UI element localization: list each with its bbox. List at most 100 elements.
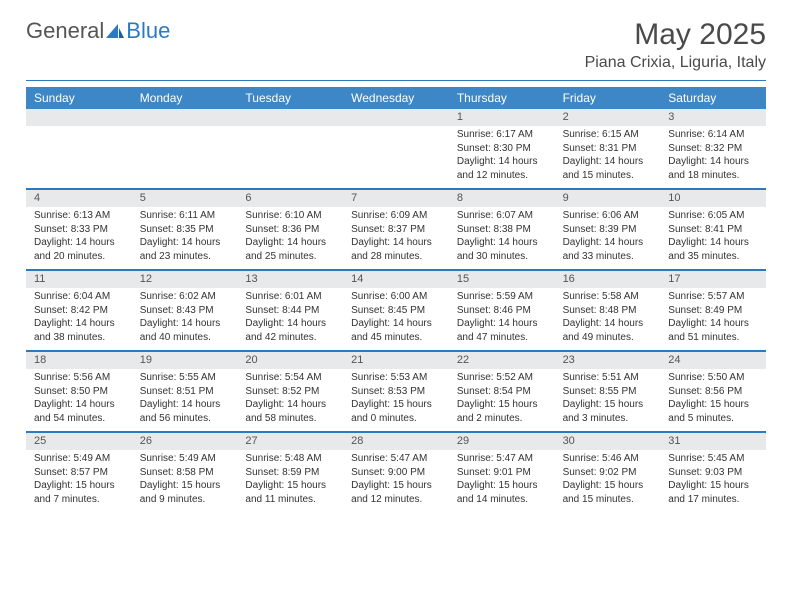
sunset-text: Sunset: 9:00 PM	[351, 466, 441, 480]
day-number-row: 18192021222324	[26, 351, 766, 369]
day-cell: Sunrise: 6:05 AMSunset: 8:41 PMDaylight:…	[660, 207, 766, 269]
sunrise-text: Sunrise: 5:54 AM	[245, 371, 335, 385]
week-row: Sunrise: 6:17 AMSunset: 8:30 PMDaylight:…	[26, 126, 766, 189]
sunrise-text: Sunrise: 6:02 AM	[140, 290, 230, 304]
daylight-text: Daylight: 15 hours and 15 minutes.	[563, 479, 653, 506]
day-cell: Sunrise: 5:45 AMSunset: 9:03 PMDaylight:…	[660, 450, 766, 512]
sunrise-text: Sunrise: 5:52 AM	[457, 371, 547, 385]
sunrise-text: Sunrise: 5:50 AM	[668, 371, 758, 385]
daylight-text: Daylight: 15 hours and 17 minutes.	[668, 479, 758, 506]
day-cell: Sunrise: 5:55 AMSunset: 8:51 PMDaylight:…	[132, 369, 238, 431]
daylight-text: Daylight: 14 hours and 58 minutes.	[245, 398, 335, 425]
sunset-text: Sunset: 9:02 PM	[563, 466, 653, 480]
day-header: Monday	[132, 87, 238, 109]
sunrise-text: Sunrise: 5:58 AM	[563, 290, 653, 304]
day-number: 25	[26, 433, 132, 450]
day-number: 10	[660, 190, 766, 207]
sunrise-text: Sunrise: 6:05 AM	[668, 209, 758, 223]
day-cell	[132, 126, 238, 188]
daylight-text: Daylight: 14 hours and 23 minutes.	[140, 236, 230, 263]
day-number-row: 123	[26, 109, 766, 126]
day-cell: Sunrise: 6:06 AMSunset: 8:39 PMDaylight:…	[555, 207, 661, 269]
day-cell: Sunrise: 6:02 AMSunset: 8:43 PMDaylight:…	[132, 288, 238, 350]
day-cell: Sunrise: 6:01 AMSunset: 8:44 PMDaylight:…	[237, 288, 343, 350]
sunset-text: Sunset: 9:03 PM	[668, 466, 758, 480]
day-number: 18	[26, 352, 132, 369]
day-number: 14	[343, 271, 449, 288]
sunrise-text: Sunrise: 6:00 AM	[351, 290, 441, 304]
day-number: 2	[555, 109, 661, 126]
sunset-text: Sunset: 8:44 PM	[245, 304, 335, 318]
day-header: Saturday	[660, 87, 766, 109]
week-row: Sunrise: 6:13 AMSunset: 8:33 PMDaylight:…	[26, 207, 766, 270]
daylight-text: Daylight: 14 hours and 33 minutes.	[563, 236, 653, 263]
day-number: 21	[343, 352, 449, 369]
day-header: Sunday	[26, 87, 132, 109]
day-number: 20	[237, 352, 343, 369]
daylight-text: Daylight: 14 hours and 12 minutes.	[457, 155, 547, 182]
sunset-text: Sunset: 8:52 PM	[245, 385, 335, 399]
day-number: 5	[132, 190, 238, 207]
sunset-text: Sunset: 8:41 PM	[668, 223, 758, 237]
day-number: 28	[343, 433, 449, 450]
logo-text-general: General	[26, 18, 104, 44]
week-row: Sunrise: 5:56 AMSunset: 8:50 PMDaylight:…	[26, 369, 766, 432]
weeks-container: 123Sunrise: 6:17 AMSunset: 8:30 PMDaylig…	[26, 109, 766, 512]
day-cell: Sunrise: 6:04 AMSunset: 8:42 PMDaylight:…	[26, 288, 132, 350]
day-cell: Sunrise: 6:17 AMSunset: 8:30 PMDaylight:…	[449, 126, 555, 188]
day-number-row: 45678910	[26, 189, 766, 207]
day-header-row: Sunday Monday Tuesday Wednesday Thursday…	[26, 87, 766, 109]
sunrise-text: Sunrise: 6:04 AM	[34, 290, 124, 304]
daylight-text: Daylight: 14 hours and 54 minutes.	[34, 398, 124, 425]
sunset-text: Sunset: 8:57 PM	[34, 466, 124, 480]
day-cell: Sunrise: 5:47 AMSunset: 9:01 PMDaylight:…	[449, 450, 555, 512]
day-number: 22	[449, 352, 555, 369]
sunrise-text: Sunrise: 6:14 AM	[668, 128, 758, 142]
day-number: 1	[449, 109, 555, 126]
daylight-text: Daylight: 15 hours and 12 minutes.	[351, 479, 441, 506]
sunrise-text: Sunrise: 5:45 AM	[668, 452, 758, 466]
day-cell: Sunrise: 6:15 AMSunset: 8:31 PMDaylight:…	[555, 126, 661, 188]
day-cell: Sunrise: 5:49 AMSunset: 8:57 PMDaylight:…	[26, 450, 132, 512]
sunset-text: Sunset: 8:59 PM	[245, 466, 335, 480]
title-block: May 2025 Piana Crixia, Liguria, Italy	[585, 18, 766, 72]
sunset-text: Sunset: 8:30 PM	[457, 142, 547, 156]
sunrise-text: Sunrise: 6:09 AM	[351, 209, 441, 223]
logo: General Blue	[26, 18, 170, 44]
daylight-text: Daylight: 14 hours and 35 minutes.	[668, 236, 758, 263]
day-number: 30	[555, 433, 661, 450]
day-number: 7	[343, 190, 449, 207]
day-number: 31	[660, 433, 766, 450]
day-cell: Sunrise: 5:58 AMSunset: 8:48 PMDaylight:…	[555, 288, 661, 350]
sunset-text: Sunset: 8:51 PM	[140, 385, 230, 399]
sunset-text: Sunset: 8:53 PM	[351, 385, 441, 399]
day-number	[26, 109, 132, 126]
day-number: 23	[555, 352, 661, 369]
day-cell: Sunrise: 5:48 AMSunset: 8:59 PMDaylight:…	[237, 450, 343, 512]
sunrise-text: Sunrise: 5:47 AM	[457, 452, 547, 466]
sunrise-text: Sunrise: 5:47 AM	[351, 452, 441, 466]
week-row: Sunrise: 6:04 AMSunset: 8:42 PMDaylight:…	[26, 288, 766, 351]
sunrise-text: Sunrise: 5:49 AM	[140, 452, 230, 466]
day-cell: Sunrise: 5:59 AMSunset: 8:46 PMDaylight:…	[449, 288, 555, 350]
day-cell: Sunrise: 5:57 AMSunset: 8:49 PMDaylight:…	[660, 288, 766, 350]
sunrise-text: Sunrise: 6:17 AM	[457, 128, 547, 142]
month-title: May 2025	[585, 18, 766, 52]
sunrise-text: Sunrise: 5:57 AM	[668, 290, 758, 304]
sunrise-text: Sunrise: 5:49 AM	[34, 452, 124, 466]
day-header: Friday	[555, 87, 661, 109]
daylight-text: Daylight: 14 hours and 47 minutes.	[457, 317, 547, 344]
sunset-text: Sunset: 8:37 PM	[351, 223, 441, 237]
day-cell: Sunrise: 5:56 AMSunset: 8:50 PMDaylight:…	[26, 369, 132, 431]
day-number	[132, 109, 238, 126]
sunset-text: Sunset: 8:48 PM	[563, 304, 653, 318]
daylight-text: Daylight: 14 hours and 38 minutes.	[34, 317, 124, 344]
header-rule	[26, 80, 766, 81]
day-cell: Sunrise: 5:50 AMSunset: 8:56 PMDaylight:…	[660, 369, 766, 431]
week-row: Sunrise: 5:49 AMSunset: 8:57 PMDaylight:…	[26, 450, 766, 512]
day-number: 26	[132, 433, 238, 450]
daylight-text: Daylight: 15 hours and 7 minutes.	[34, 479, 124, 506]
day-cell: Sunrise: 6:09 AMSunset: 8:37 PMDaylight:…	[343, 207, 449, 269]
day-number: 24	[660, 352, 766, 369]
daylight-text: Daylight: 14 hours and 45 minutes.	[351, 317, 441, 344]
